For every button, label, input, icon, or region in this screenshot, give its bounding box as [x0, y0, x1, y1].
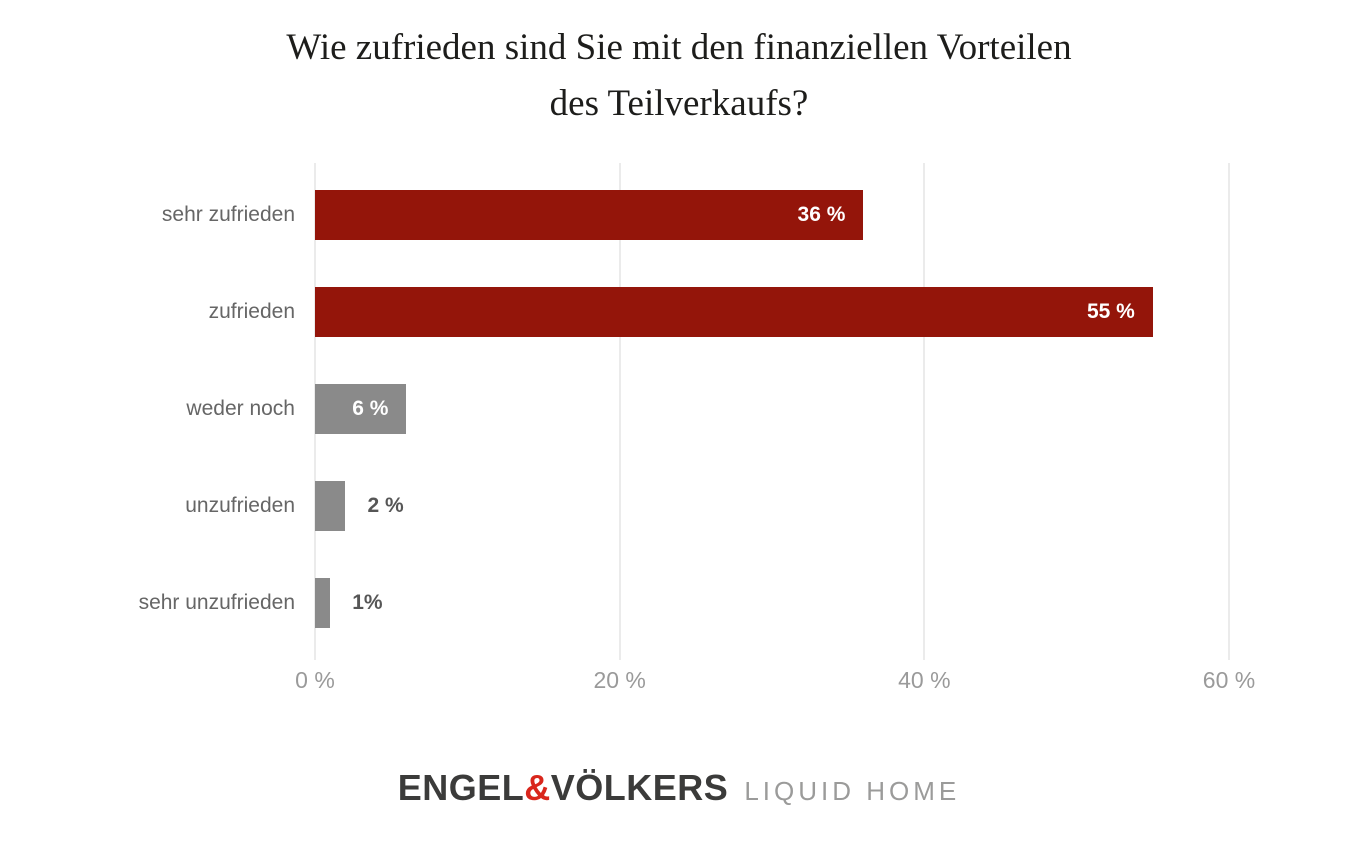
x-tick-label-20: 20 %	[593, 667, 646, 693]
x-tick-label-40: 40 %	[898, 667, 951, 693]
chart-row: zufrieden 55 %	[0, 263, 1229, 360]
chart-row: unzufrieden 2 %	[0, 457, 1229, 554]
category-label: unzufrieden	[185, 493, 295, 517]
bar-track: 1%	[315, 577, 1229, 628]
value-label: 36 %	[797, 202, 846, 226]
category-label: sehr unzufrieden	[138, 590, 295, 614]
value-label: 55 %	[1086, 299, 1135, 323]
chart-row: sehr unzufrieden 1%	[0, 554, 1229, 651]
value-label: 1%	[352, 590, 383, 614]
chart-title-line-2: des Teilverkaufs?	[549, 82, 809, 124]
gridline-40	[923, 163, 926, 660]
bar-track: 2 %	[315, 480, 1229, 531]
chart-row: weder noch 6 %	[0, 360, 1229, 457]
brand-logo: ENGEL&VÖLKERS LIQUID HOME	[0, 770, 1358, 806]
gridline-60	[1228, 163, 1230, 660]
value-label: 6 %	[352, 396, 389, 420]
bar-track: 6 %	[315, 383, 1229, 434]
bar-zufrieden: 55 %	[315, 286, 1153, 337]
bar-weder-noch: 6 %	[315, 383, 407, 434]
chart-title: Wie zufrieden sind Sie mit den finanziel…	[0, 20, 1358, 131]
chart-title-line-1: Wie zufrieden sind Sie mit den finanziel…	[286, 27, 1072, 68]
engel-voelkers-wordmark: ENGEL&VÖLKERS	[398, 770, 729, 806]
bar-sehr-unzufrieden	[315, 577, 331, 628]
bar-unzufrieden	[315, 480, 346, 531]
category-label: weder noch	[186, 396, 295, 420]
category-label: zufrieden	[208, 299, 295, 323]
category-label: sehr zufrieden	[161, 202, 295, 226]
logo-brand-right: VÖLKERS	[550, 767, 729, 808]
x-tick-label-60: 60 %	[1202, 667, 1256, 693]
bar-track: 36 %	[315, 189, 1229, 240]
chart-row: sehr zufrieden 36 %	[0, 166, 1229, 263]
value-label: 2 %	[367, 493, 404, 517]
bar-chart: sehr zufrieden 36 % zufrieden 55 % weder noc…	[0, 166, 1229, 651]
x-tick-label-0: 0 %	[295, 667, 335, 693]
bar-track: 55 %	[315, 286, 1229, 337]
liquid-home-label: LIQUID HOME	[744, 776, 961, 806]
x-axis: 0 % 20 % 40 % 60 %	[295, 667, 1255, 697]
gridline-20	[618, 163, 621, 660]
logo-brand-left: ENGEL	[397, 767, 525, 808]
logo-ampersand-icon: &	[524, 767, 551, 808]
bar-sehr-zufrieden: 36 %	[315, 189, 864, 240]
